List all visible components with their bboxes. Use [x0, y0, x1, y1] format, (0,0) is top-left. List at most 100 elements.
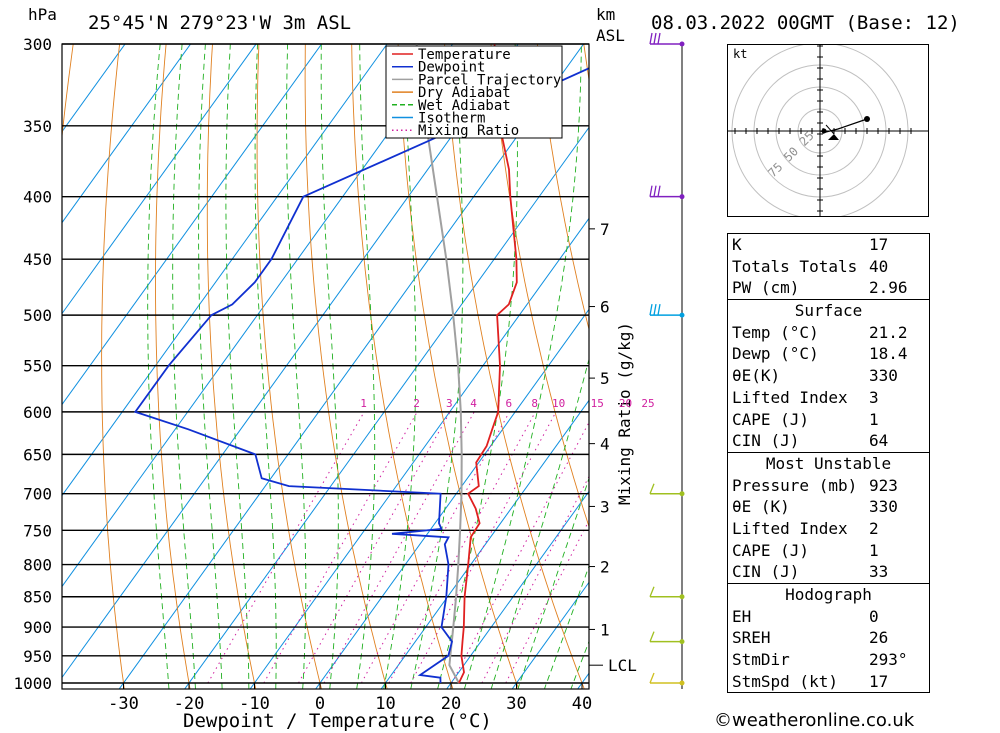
pressure-unit: hPa [28, 5, 57, 24]
mixing-ratio-value: 8 [531, 397, 538, 410]
index-value: 2.96 [869, 278, 908, 298]
hodograph-stat-row: EH 0 [728, 606, 929, 628]
surface-label: CAPE (J) [732, 409, 810, 429]
index-label: PW (cm) [732, 278, 800, 298]
legend-label: Dry Adiabat [418, 85, 511, 101]
hodograph-end-point [864, 116, 870, 122]
mixing-ratio-value: 1 [360, 397, 367, 410]
legend-label: Wet Adiabat [418, 98, 511, 114]
wind-barb-flag [649, 631, 655, 642]
hodograph-stat-label: EH [732, 606, 752, 626]
wind-barb-flag [653, 304, 657, 316]
hodograph-stat-value: 26 [869, 628, 889, 648]
wet-adiabat-line [320, 44, 339, 689]
pressure-tick-label: 850 [23, 588, 52, 607]
legend-label: Temperature [418, 47, 511, 63]
temperature-tick-label: 40 [572, 694, 592, 714]
wind-barb-flag [649, 483, 655, 494]
legend-label: Isotherm [418, 111, 485, 127]
pressure-gridlines [62, 43, 589, 684]
location-title: 25°45'N 279°23'W 3m ASL [88, 12, 351, 34]
most-unstable-value: 33 [869, 562, 889, 582]
pressure-tick-label: 800 [23, 556, 52, 575]
most-unstable-label: CIN (J) [732, 562, 800, 582]
pressure-tick-label: 600 [23, 403, 52, 422]
pressure-tick-label: 750 [23, 521, 52, 540]
most-unstable-value: 1 [869, 540, 879, 560]
pressure-tick-label: 350 [23, 117, 52, 136]
hodograph-stat-row: StmSpd (kt) 17 [728, 671, 929, 693]
surface-row: Lifted Index 3 [728, 387, 929, 409]
isotherm-line [446, 490, 589, 689]
temperature-tick-label: -20 [174, 694, 205, 714]
wind-barb-flag [653, 185, 657, 197]
mixing-ratio-value: 25 [641, 397, 654, 410]
wet-adiabat-line [490, 357, 589, 689]
legend-label: Mixing Ratio [418, 123, 519, 139]
wet-adiabat-line [410, 44, 464, 689]
wet-adiabat-line [437, 44, 518, 689]
mixing-ratio-axis-label: Mixing Ratio (g/kg) [615, 322, 634, 505]
most-unstable-row: θE (K) 330 [728, 496, 929, 518]
wind-barb-flag [649, 586, 655, 597]
surface-value: 3 [869, 387, 879, 407]
hodograph-stat-label: StmSpd (kt) [732, 671, 838, 691]
mixing-ratio-labels: 1 2 3 4 6 8 10 15 20 25 [360, 397, 654, 410]
hodograph-stat-label: StmDir [732, 650, 790, 670]
hodograph-header: Hodograph [728, 583, 929, 606]
most-unstable-header: Most Unstable [728, 451, 929, 475]
wet-adiabat-line [172, 44, 196, 689]
surface-row: θE(K) 330 [728, 365, 929, 387]
surface-label: CIN (J) [732, 431, 800, 451]
pressure-tick-label: 300 [23, 35, 52, 54]
wind-barb-flag [653, 32, 657, 45]
temperature-tick-label: 20 [441, 694, 461, 714]
height-tick-label: 6 [600, 298, 610, 317]
pressure-tick-label: 450 [23, 250, 52, 269]
wind-barb-flag [657, 304, 661, 316]
wet-adiabat-line [254, 44, 277, 689]
most-unstable-row: CIN (J) 33 [728, 561, 929, 583]
most-unstable-label: Lifted Index [732, 518, 848, 538]
wet-adiabat-line [356, 44, 376, 689]
wind-barb-flag [649, 185, 653, 197]
isotherm-line [315, 308, 589, 689]
indices-table: K 17 Totals Totals 40 PW (cm) 2.96 Surface Te… [727, 233, 930, 694]
legend-label: Dewpoint [418, 60, 485, 76]
wet-adiabat-line [517, 476, 589, 689]
surface-label: Lifted Index [732, 387, 848, 407]
most-unstable-row: CAPE (J) 1 [728, 540, 929, 562]
surface-row: Dewp (°C) 18.4 [728, 343, 929, 365]
wet-adiabat-line [543, 564, 589, 689]
surface-value: 18.4 [869, 344, 908, 364]
dry-adiabat-line [304, 44, 388, 689]
most-unstable-value: 923 [869, 475, 898, 495]
temperature-line [458, 44, 518, 684]
hodograph-stat-row: StmDir 293° [728, 649, 929, 671]
temperature-tick-labels: -30 -20 -10 0 10 20 30 40 [108, 683, 592, 714]
hodograph-start-point [821, 128, 827, 134]
mixing-ratio-value: 20 [619, 397, 632, 410]
wind-barb-flag [649, 304, 653, 316]
pressure-tick-label: 550 [23, 357, 52, 376]
storm-motion-marker [828, 134, 839, 140]
dry-adiabat-line [206, 44, 257, 689]
datetime-title: 08.03.2022 00GMT (Base: 12) [651, 12, 960, 34]
isotherm-line [62, 44, 257, 315]
credit[interactable]: ©weatheronline.co.uk [714, 710, 915, 731]
hodograph-panel: kt 25 50 75 [727, 42, 929, 223]
pressure-tick-label: 650 [23, 445, 52, 464]
mixing-ratio-value: 4 [470, 397, 477, 410]
asl-label: ASL [596, 26, 625, 45]
dry-adiabat-line [101, 44, 125, 689]
isotherm-line [62, 44, 388, 497]
index-label: Totals Totals [732, 256, 858, 276]
hodograph-stat-value: 0 [869, 606, 879, 626]
wind-barb-column [649, 32, 685, 689]
mixing-ratio-line [207, 411, 365, 684]
surface-label: Temp (°C) [732, 322, 819, 342]
hodograph-stat-row: SREH 26 [728, 627, 929, 649]
surface-row: CAPE (J) 1 [728, 409, 929, 431]
